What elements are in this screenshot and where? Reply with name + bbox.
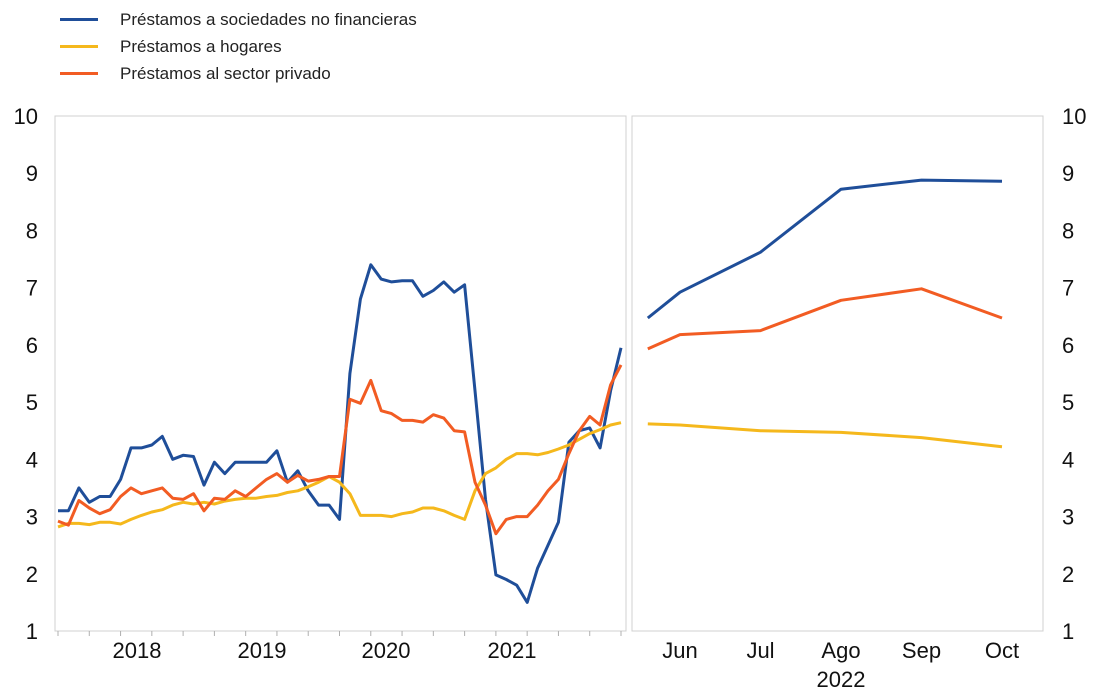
x-tick-label-Oct: Oct [985,638,1019,663]
y-tick-right-2: 2 [1062,562,1074,587]
legend-swatch-private [60,72,98,75]
legend-item-households: Préstamos a hogares [60,33,417,60]
y-tick-right-6: 6 [1062,333,1074,358]
y-tick-left-3: 3 [26,505,38,530]
legend-label-households: Préstamos a hogares [120,36,282,56]
x-tick-label-Sep: Sep [902,638,941,663]
y-axis-right: 1 2 3 4 5 6 7 8 9 10 [1062,104,1086,644]
y-tick-left-2: 2 [26,562,38,587]
y-tick-left-9: 9 [26,161,38,186]
y-tick-right-9: 9 [1062,161,1074,186]
y-tick-left-7: 7 [26,276,38,301]
series-line-historical-households [57,421,622,529]
series-line-2022-households [647,422,1003,449]
legend-label-nfc: Préstamos a sociedades no financieras [120,9,417,29]
x-tick-label-2018: 2018 [113,638,162,663]
series-line-2022-private [647,287,1003,351]
x-tick-label-2021: 2021 [488,638,537,663]
series-line-2022-nfc [646,178,1003,320]
legend-item-nfc: Préstamos a sociedades no financieras [60,6,417,33]
y-tick-left-1: 1 [26,619,38,644]
y-axis-left: 1 2 3 4 5 6 7 8 9 10 [14,104,38,644]
legend-swatch-households [60,45,98,48]
x-tick-label-Ago: Ago [821,638,860,663]
series-2022 [646,178,1003,449]
y-tick-right-3: 3 [1062,505,1074,530]
legend-swatch-nfc [60,18,98,21]
y-tick-right-5: 5 [1062,390,1074,415]
panel-frame-2022 [631,115,1044,632]
series-line-historical-private [57,364,623,536]
x-axis: 2018 2019 2020 2021 Jun Jul Ago Sep Oct 2022 [57,631,1019,692]
x-tick-label-Jun: Jun [662,638,697,663]
series-line-historical-nfc [58,263,623,604]
y-tick-right-7: 7 [1062,276,1074,301]
legend-label-private: Préstamos al sector privado [120,63,331,83]
y-tick-left-6: 6 [26,333,38,358]
y-tick-left-10: 10 [14,104,38,129]
y-tick-right-4: 4 [1062,447,1074,472]
y-tick-right-1: 1 [1062,619,1074,644]
panel-frame-historical [54,115,627,632]
x-tick-label-2019: 2019 [238,638,287,663]
x-tick-label-2020: 2020 [362,638,411,663]
x-axis-title-2022: 2022 [817,667,866,692]
y-tick-right-10: 10 [1062,104,1086,129]
legend-item-private: Préstamos al sector privado [60,60,417,87]
y-tick-left-8: 8 [26,218,38,243]
y-tick-left-5: 5 [26,390,38,415]
y-tick-left-4: 4 [26,447,38,472]
series-historical [57,263,623,604]
x-tick-label-Jul: Jul [746,638,774,663]
y-tick-right-8: 8 [1062,218,1074,243]
legend: Préstamos a sociedades no financieras Pr… [60,6,417,87]
